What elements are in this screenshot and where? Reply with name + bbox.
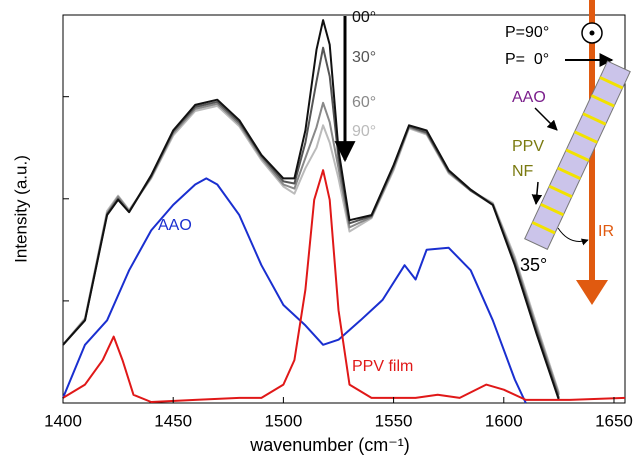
series-label: 60° bbox=[352, 94, 376, 111]
ir-arrowhead bbox=[576, 280, 608, 305]
angle-arc bbox=[557, 227, 589, 246]
ppv-label: PPV bbox=[512, 138, 544, 155]
x-tick-label: 1400 bbox=[44, 411, 82, 430]
series-line bbox=[62, 19, 560, 401]
x-tick-label: 1650 bbox=[595, 411, 633, 430]
nf-label: NF bbox=[512, 163, 534, 180]
series-label: 00° bbox=[352, 9, 376, 26]
x-tick-label: 1550 bbox=[375, 411, 413, 430]
x-tick-label: 1450 bbox=[154, 411, 192, 430]
x-axis-label: wavenumber (cm⁻¹) bbox=[249, 435, 410, 455]
plot-frame bbox=[62, 14, 626, 404]
series-line bbox=[62, 177, 527, 404]
y-axis-label: Intensity (a.u.) bbox=[11, 155, 30, 263]
nanofibers bbox=[531, 76, 624, 235]
series-line bbox=[62, 104, 560, 394]
nf-pointer bbox=[531, 181, 543, 206]
angle-label: 35° bbox=[520, 255, 547, 275]
series-line bbox=[62, 101, 560, 396]
series-line bbox=[62, 169, 626, 403]
plot-area bbox=[62, 19, 626, 404]
polarization-dot bbox=[589, 30, 595, 36]
series-label: AAO bbox=[158, 217, 192, 234]
ir-label: IR bbox=[598, 223, 614, 240]
sample bbox=[524, 60, 631, 250]
series-label: 90° bbox=[352, 123, 376, 140]
inset: P=90° P= 0° AAO PPV NF IR 35° bbox=[505, 0, 631, 305]
aao-label: AAO bbox=[512, 89, 546, 106]
x-tick-label: 1500 bbox=[264, 411, 302, 430]
aao-pointer bbox=[534, 107, 558, 131]
series-label: PPV film bbox=[352, 358, 413, 375]
p0-label: P= 0° bbox=[505, 51, 549, 68]
x-tick-label: 1600 bbox=[485, 411, 523, 430]
p90-label: P=90° bbox=[505, 24, 549, 41]
series-label: 30° bbox=[352, 49, 376, 66]
